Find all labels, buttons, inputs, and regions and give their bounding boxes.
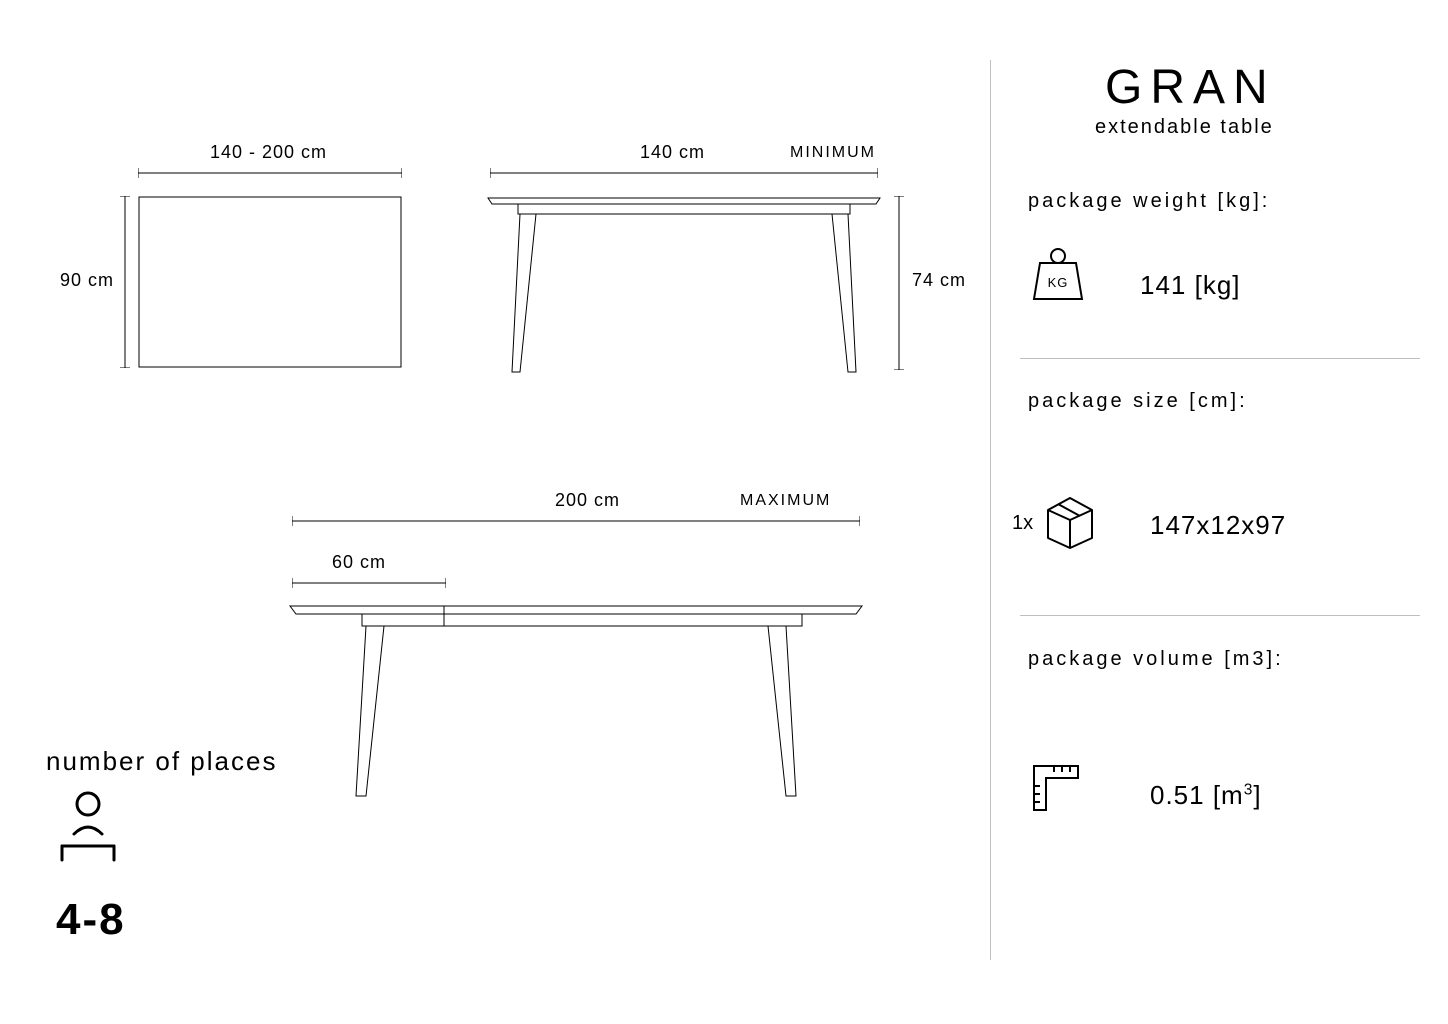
sidemax-ext-label: 60 cm: [332, 552, 386, 573]
ruler-icon: [1028, 760, 1084, 816]
weight-icon: KG: [1028, 245, 1088, 305]
weight-label: package weight [kg]:: [1028, 190, 1270, 213]
topview-width-dimline: [138, 168, 402, 178]
vertical-divider: [990, 60, 991, 960]
topview-rect: [138, 196, 402, 368]
sidemin-height-label: 74 cm: [912, 270, 966, 291]
svg-text:KG: KG: [1048, 275, 1069, 290]
spec-divider-2: [1020, 615, 1420, 616]
sidemax-tag: MAXIMUM: [740, 492, 831, 510]
volume-value: 0.51 [m3]: [1150, 780, 1262, 811]
sidemax-width-label: 200 cm: [555, 490, 620, 511]
seat-icon: [56, 790, 120, 864]
sidemax-drawing: [286, 600, 866, 800]
sidemin-width-dimline: [490, 168, 878, 178]
sidemin-tag: MINIMUM: [790, 144, 876, 162]
spec-sheet: GRAN extendable table package weight [kg…: [0, 0, 1448, 1024]
product-subtitle: extendable table: [1095, 116, 1274, 139]
size-value: 147x12x97: [1150, 510, 1286, 541]
spec-divider-1: [1020, 358, 1420, 359]
size-qty: 1x: [1012, 512, 1033, 535]
topview-width-label: 140 - 200 cm: [210, 142, 327, 163]
topview-depth-label: 90 cm: [60, 270, 114, 291]
sidemin-width-label: 140 cm: [640, 142, 705, 163]
size-label: package size [cm]:: [1028, 390, 1248, 413]
sidemin-drawing: [484, 192, 884, 374]
topview-depth-dimline: [120, 196, 130, 368]
places-value: 4-8: [56, 895, 126, 945]
sidemax-width-dimline: [292, 516, 860, 526]
product-title: GRAN: [1105, 60, 1276, 115]
weight-value: 141 [kg]: [1140, 270, 1241, 301]
volume-label: package volume [m3]:: [1028, 648, 1284, 671]
sidemin-height-dimline: [894, 196, 904, 370]
sidemax-ext-dimline: [292, 578, 446, 588]
places-title: number of places: [46, 746, 277, 777]
box-icon: [1040, 490, 1100, 550]
